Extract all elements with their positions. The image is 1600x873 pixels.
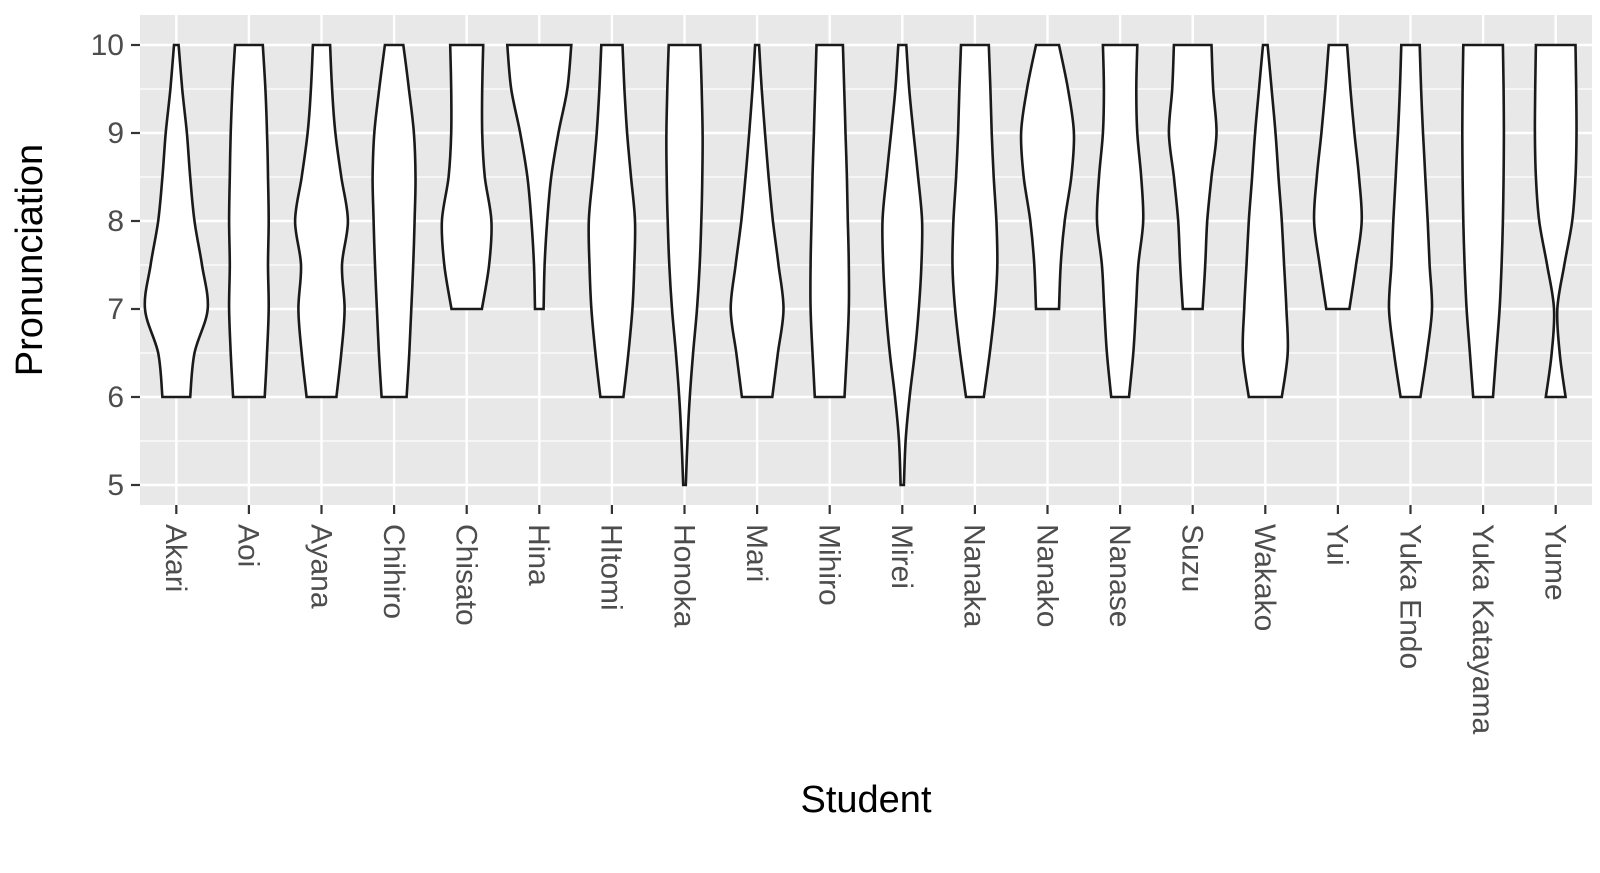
- violin-honoka: [665, 43, 704, 487]
- violin-wakako: [1241, 43, 1290, 399]
- violin-yuka-endo: [1387, 43, 1434, 399]
- x-tick-label-suzu: Suzu: [1176, 524, 1209, 592]
- violin-yume: [1533, 43, 1578, 399]
- x-tick-label-hina: Hina: [522, 524, 555, 586]
- violin-chihiro: [371, 43, 417, 399]
- violin-yui: [1312, 43, 1364, 311]
- x-tick-label-mihiro: Mihiro: [813, 524, 846, 606]
- x-tick-label-yui: Yui: [1321, 524, 1354, 566]
- violin-chisato: [440, 43, 493, 311]
- violin-nanase: [1095, 43, 1145, 399]
- violin-suzu: [1167, 43, 1218, 311]
- x-axis-title: Student: [801, 779, 932, 821]
- x-tick-label-aoi: Aoi: [232, 524, 265, 567]
- y-tick-label-8: 8: [107, 205, 124, 238]
- x-tick-label-mari: Mari: [740, 524, 773, 582]
- axis-layer: 10 9 8 7 6 5 Akari Aoi Ayana Chihiro Chisato Hina HI…: [91, 29, 1572, 734]
- x-tick-label-mirei: Mirei: [885, 524, 918, 589]
- violin-mari: [729, 43, 785, 399]
- x-tick-label-chisato: Chisato: [450, 524, 483, 626]
- y-tick-label-10: 10: [91, 29, 124, 62]
- violin-aoi: [227, 43, 271, 399]
- x-tick-label-wakako: Wakako: [1248, 524, 1281, 631]
- y-tick-label-9: 9: [107, 117, 124, 150]
- violin-hitomi: [587, 43, 637, 399]
- violin-ayana: [293, 43, 350, 399]
- x-tick-label-ayana: Ayana: [304, 524, 337, 609]
- y-tick-label-6: 6: [107, 381, 124, 414]
- y-tick-label-5: 5: [107, 469, 124, 502]
- violin-hina: [505, 43, 573, 311]
- x-tick-label-nanase: Nanase: [1103, 524, 1136, 627]
- y-axis-title: Pronunciation: [9, 144, 51, 376]
- violin-yuka-katayama: [1460, 43, 1506, 399]
- violin-mihiro: [809, 43, 851, 399]
- violin-akari: [143, 43, 210, 399]
- x-tick-label-honoka: Honoka: [667, 524, 700, 628]
- x-tick-label-akari: Akari: [159, 524, 192, 592]
- violin-layer: [143, 43, 1578, 487]
- x-tick-label-nanaka: Nanaka: [958, 524, 991, 628]
- x-tick-label-yuka-katayama: Yuka Katayama: [1466, 524, 1499, 734]
- y-tick-label-7: 7: [107, 293, 124, 326]
- x-tick-label-hitomi: HItomi: [595, 524, 628, 611]
- violin-nanaka: [951, 43, 999, 399]
- violin-nanako: [1019, 43, 1076, 311]
- x-tick-label-chihiro: Chihiro: [377, 524, 410, 619]
- x-tick-label-yuka-endo: Yuka Endo: [1393, 524, 1426, 669]
- violin-mirei: [881, 43, 924, 487]
- x-tick-label-nanako: Nanako: [1030, 524, 1063, 627]
- x-tick-label-yume: Yume: [1539, 524, 1572, 601]
